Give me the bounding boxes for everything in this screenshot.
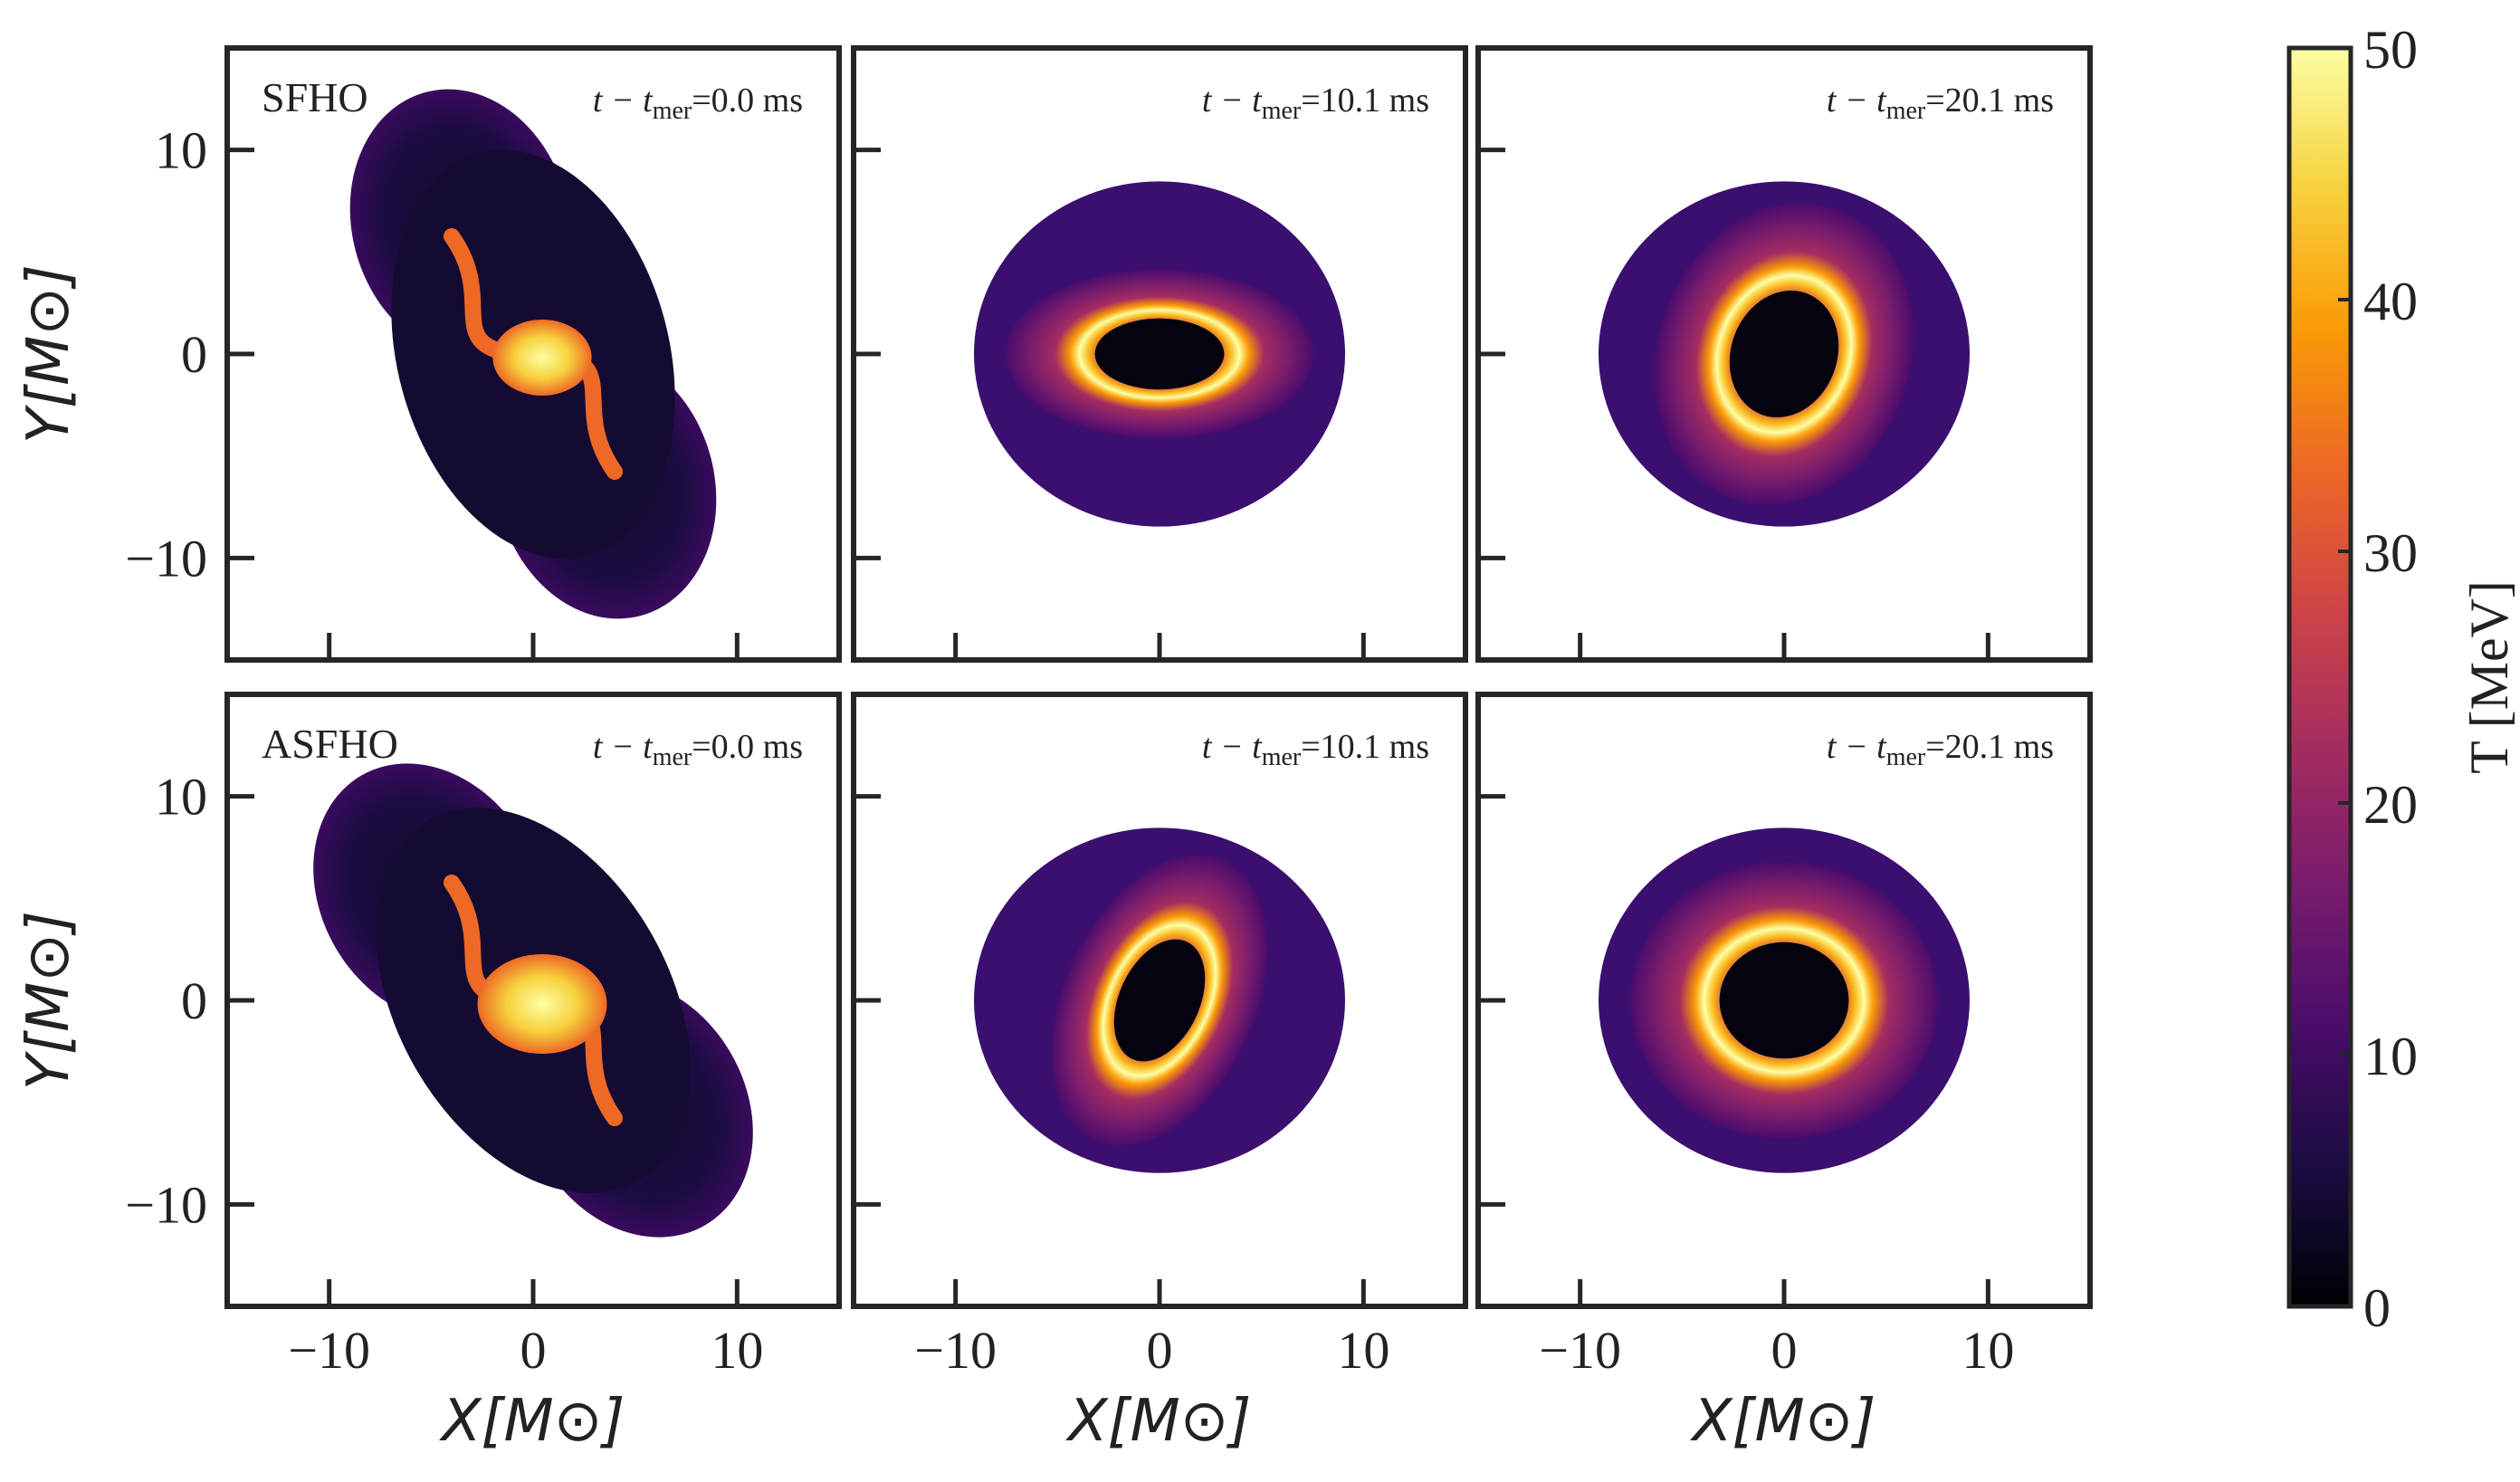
panel-0-2: t − tmer=20.1 ms xyxy=(1475,45,2093,663)
temperature-map xyxy=(974,181,1345,527)
x-tick-label: −10 xyxy=(1539,1321,1621,1380)
colorbar-tick-label: 30 xyxy=(2363,523,2418,583)
x-tick-label: 0 xyxy=(520,1321,547,1380)
temperature-map xyxy=(1599,827,1970,1173)
temperature-map xyxy=(349,89,717,619)
time-label: t − tmer=0.0 ms xyxy=(593,728,803,771)
colorbar-tick-label: 40 xyxy=(2363,272,2418,331)
x-axis-label: X[M⊙] xyxy=(1065,1388,1252,1455)
colorbar: 0 10 20 30 40 50 T [MeV] xyxy=(2286,20,2519,1338)
cold-core xyxy=(1094,318,1225,390)
panel-1-2: t − tmer=20.1 ms −10 0 10 X[M⊙] xyxy=(1475,692,2093,1455)
y-tick-label: 10 xyxy=(155,121,207,180)
y-axis-label: Y[M⊙] xyxy=(15,911,82,1090)
panel-1-1: t − tmer=10.1 ms −10 0 10 X[M⊙] xyxy=(851,692,1468,1455)
time-label: t − tmer=10.1 ms xyxy=(1202,81,1429,125)
colorbar-gradient xyxy=(2289,48,2351,1306)
colorbar-tick-label: 50 xyxy=(2363,20,2418,80)
hot-remnant xyxy=(477,954,607,1054)
cold-core xyxy=(1113,939,1206,1062)
eos-label: ASFHO xyxy=(262,721,398,767)
panel-0-0: t − tmer=0.0 ms SFHO −10 0 10 Y[M⊙] xyxy=(15,45,842,663)
y-axis-label: Y[M⊙] xyxy=(15,264,82,444)
spiral-arm xyxy=(444,228,523,362)
temperature-map xyxy=(1599,181,1970,527)
time-label: t − tmer=20.1 ms xyxy=(1827,81,2054,125)
panel-1-0: t − tmer=0.0 ms ASFHO −10 0 10 Y[M⊙] −10 0 10 X[M… xyxy=(15,692,842,1455)
colorbar-frame xyxy=(2286,45,2353,1309)
hot-remnant xyxy=(492,320,592,396)
x-tick-label: −10 xyxy=(914,1321,997,1380)
time-label: t − tmer=20.1 ms xyxy=(1827,728,2054,771)
y-tick-label: −10 xyxy=(125,529,207,588)
y-tick-label: −10 xyxy=(125,1175,207,1234)
y-tick-label: 10 xyxy=(155,768,207,827)
colorbar-tick-label: 10 xyxy=(2363,1027,2418,1086)
panel-0-1: t − tmer=10.1 ms xyxy=(851,45,1468,663)
y-tick-label: 0 xyxy=(181,325,207,384)
colorbar-tick-label: 0 xyxy=(2363,1278,2391,1338)
x-tick-label: 0 xyxy=(1147,1321,1173,1380)
x-tick-label: 10 xyxy=(711,1321,763,1380)
cold-core xyxy=(1719,942,1849,1059)
x-tick-label: 10 xyxy=(1962,1321,2014,1380)
x-tick-label: 10 xyxy=(1337,1321,1389,1380)
x-axis-label: X[M⊙] xyxy=(439,1388,625,1455)
temperature-map xyxy=(974,827,1345,1173)
time-label: t − tmer=0.0 ms xyxy=(593,81,803,125)
eos-label: SFHO xyxy=(262,74,368,120)
x-tick-label: −10 xyxy=(288,1321,370,1380)
temperature-map xyxy=(313,763,753,1238)
time-label: t − tmer=10.1 ms xyxy=(1202,728,1429,771)
x-tick-label: 0 xyxy=(1771,1321,1798,1380)
x-axis-label: X[M⊙] xyxy=(1690,1388,1876,1455)
colorbar-tick-label: 20 xyxy=(2363,775,2418,835)
cold-core xyxy=(1729,290,1839,418)
y-tick-label: 0 xyxy=(181,971,207,1030)
colorbar-label: T [MeV] xyxy=(2459,580,2519,774)
